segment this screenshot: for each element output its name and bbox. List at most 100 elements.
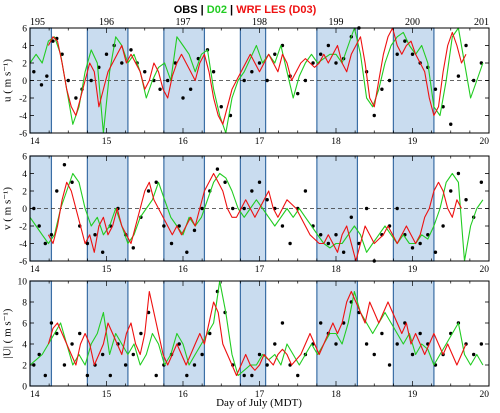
d02-series-line [29, 27, 484, 134]
obs-point [265, 78, 269, 83]
obs-point [449, 189, 453, 193]
obs-point [93, 233, 97, 237]
top-tick-label: 198 [252, 17, 267, 28]
night-shading [392, 280, 435, 387]
les-series-line [47, 27, 467, 125]
obs-point [188, 87, 193, 91]
obs-point [250, 70, 254, 74]
bottom-tick-label: 20 [480, 390, 490, 400]
legend: OBS | D02 | WRF LES (D03) [174, 4, 317, 16]
obs-point [303, 189, 308, 193]
bottom-tick-label: 19 [408, 265, 418, 275]
bottom-tick-label: 15 [102, 265, 112, 275]
obs-point [395, 206, 399, 211]
obs-point [129, 48, 133, 52]
obs-point [154, 373, 158, 378]
legend-item: | [198, 4, 207, 16]
obs-point [181, 96, 185, 100]
obs-point [66, 78, 70, 83]
obs-point [45, 74, 49, 78]
legend-item: D02 [207, 4, 227, 16]
legend-item: | [227, 4, 236, 16]
obs-point [257, 61, 262, 65]
obs-point [131, 246, 135, 250]
bottom-tick-label: 15 [102, 390, 112, 400]
y-tick-label: 8 [22, 299, 27, 309]
y-tick-label: 4 [22, 42, 27, 52]
y-tick-label: 6 [22, 25, 27, 35]
obs-point [242, 206, 246, 211]
legend-item: WRF LES (D03) [236, 4, 316, 16]
obs-point [85, 373, 90, 378]
obs-point [242, 373, 246, 378]
obs-point [223, 180, 227, 184]
obs-point [43, 241, 47, 246]
obs-point [208, 331, 212, 336]
obs-point [464, 198, 468, 202]
obs-point [395, 52, 399, 56]
obs-point [288, 241, 292, 246]
obs-point [139, 331, 143, 336]
obs-point [37, 352, 41, 357]
obs-point [296, 91, 300, 96]
obs-point [70, 342, 74, 346]
bottom-tick-label: 20 [480, 265, 490, 275]
y-tick-label: 4 [22, 341, 27, 351]
obs-point [146, 310, 151, 315]
obs-point [131, 352, 135, 357]
obs-point [89, 78, 93, 83]
obs-point [123, 363, 128, 367]
obs-point [380, 331, 384, 336]
y-tick-label: -4 [19, 240, 27, 250]
y-tick-label: 6 [22, 320, 27, 330]
bottom-tick-label: 19 [408, 137, 418, 147]
y-tick-label: 2 [22, 362, 27, 372]
obs-point [192, 228, 197, 233]
obs-point [303, 78, 308, 83]
obs-point [108, 373, 113, 378]
obs-point [51, 39, 55, 43]
obs-point [120, 61, 124, 65]
obs-point [364, 206, 369, 211]
night-shading [392, 27, 435, 134]
obs-point [479, 342, 484, 346]
y-tick-label: 0 [22, 205, 27, 215]
bottom-tick-label: 18 [331, 265, 341, 275]
obs-point [479, 180, 484, 184]
top-tick-label: 200 [405, 17, 420, 28]
obs-point [410, 352, 415, 357]
obs-point [334, 233, 338, 237]
obs-point [242, 78, 246, 83]
obs-point [55, 331, 59, 336]
obs-point [410, 52, 415, 56]
bottom-tick-label: 17 [255, 390, 265, 400]
obs-point [250, 373, 254, 378]
bottom-tick-label: 17 [255, 265, 265, 275]
obs-point [211, 70, 216, 74]
obs-point [154, 180, 158, 184]
obs-point [62, 363, 67, 367]
obs-point [49, 321, 54, 325]
obs-point [410, 246, 415, 250]
obs-point [265, 363, 269, 367]
night-shading [29, 280, 53, 387]
top-tick-label: 201 [474, 17, 489, 28]
obs-point [265, 198, 269, 202]
obs-point [472, 352, 476, 357]
y-tick-label: 6 [22, 153, 27, 163]
obs-point [162, 224, 166, 228]
y-tick-label: -6 [19, 258, 27, 268]
obs-point [166, 78, 170, 83]
y-tick-label: 0 [22, 383, 27, 393]
obs-point [273, 342, 277, 346]
obs-point [185, 250, 189, 254]
panel-1: -6 -4 -2 0 2 4 6 14 15 16 17 18 19 20 u ( m s⁻¹) [2, 25, 490, 147]
obs-point [85, 241, 90, 246]
y-tick-label: -6 [19, 130, 27, 140]
bottom-tick-label: 14 [30, 137, 40, 147]
obs-point [273, 52, 277, 56]
obs-point [215, 167, 220, 171]
obs-point [32, 70, 36, 74]
obs-point [49, 233, 54, 237]
